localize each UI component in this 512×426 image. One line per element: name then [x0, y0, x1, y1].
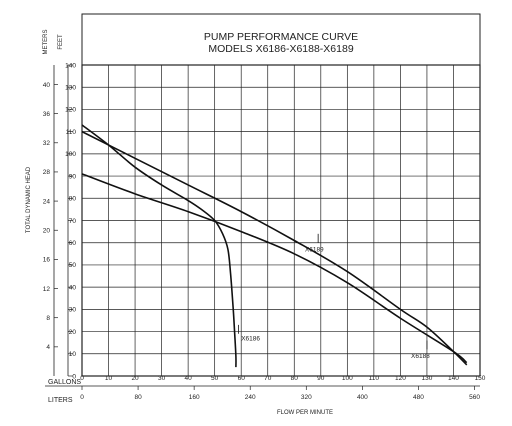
gallons-tick-label: 0: [80, 375, 84, 382]
meters-tick-label: 36: [43, 111, 51, 118]
liters-tick-label: 320: [301, 394, 312, 401]
liters-row-label: LITERS: [48, 397, 73, 404]
series-label-x6189: X6189: [305, 247, 324, 254]
feet-tick-label: 130: [65, 85, 76, 92]
liters-tick-label: 400: [357, 394, 368, 401]
gallons-tick-label: 30: [158, 375, 166, 382]
tick-labels: 0102030405060708090100110120130140481216…: [43, 62, 486, 401]
gallons-tick-label: 50: [211, 375, 219, 382]
gallons-tick-label: 60: [238, 375, 246, 382]
y-axis-label: TOTAL DYNAMIC HEAD: [26, 166, 32, 233]
feet-tick-label: 90: [69, 173, 77, 180]
series-label-x6188: X6188: [411, 353, 430, 360]
gallons-tick-label: 70: [264, 375, 272, 382]
plot-frame: [81, 64, 481, 377]
gallons-tick-label: 110: [369, 375, 380, 382]
gallons-tick-label: 40: [185, 375, 193, 382]
chart-title: PUMP PERFORMANCE CURVE: [204, 31, 358, 43]
gallons-tick-label: 130: [422, 375, 433, 382]
liters-tick-label: 160: [189, 394, 200, 401]
gallons-tick-label: 20: [131, 375, 139, 382]
feet-tick-label: 0: [72, 373, 76, 380]
x-axis-label: FLOW PER MINUTE: [277, 410, 333, 416]
meters-tick-label: 16: [43, 257, 51, 264]
gallons-tick-label: 150: [475, 375, 486, 382]
feet-tick-label: 120: [65, 107, 76, 114]
feet-tick-label: 100: [65, 151, 76, 158]
feet-tick-label: 30: [69, 307, 77, 314]
gallons-tick-label: 140: [448, 375, 459, 382]
feet-tick-label: 110: [66, 129, 77, 136]
feet-tick-label: 70: [69, 218, 77, 225]
meters-tick-label: 28: [43, 169, 51, 176]
meters-tick-label: 24: [43, 198, 51, 205]
feet-tick-label: 50: [69, 262, 77, 269]
chart-subtitle: MODELS X6186-X6188-X6189: [208, 43, 353, 55]
gallons-tick-label: 80: [291, 375, 299, 382]
gallons-tick-label: 120: [395, 375, 406, 382]
liters-tick-label: 0: [80, 394, 84, 401]
liters-tick-label: 560: [469, 394, 480, 401]
meters-tick-label: 4: [46, 344, 50, 351]
series-annotations: X6189 X6186 X6188: [238, 233, 430, 360]
meters-tick-label: 20: [43, 228, 51, 235]
feet-tick-label: 140: [65, 62, 76, 69]
gallons-tick-label: 10: [105, 375, 113, 382]
series-line-x6188: [81, 130, 468, 366]
series-label-x6186: X6186: [241, 335, 260, 342]
series-line-x6186: [81, 124, 237, 368]
liters-tick-label: 240: [245, 394, 256, 401]
feet-tick-label: 60: [69, 240, 77, 247]
gallons-tick-label: 100: [342, 375, 353, 382]
grid: [82, 65, 480, 376]
meters-tick-label: 32: [43, 140, 51, 147]
liters-tick-label: 480: [413, 394, 424, 401]
series-lines: [81, 124, 468, 368]
feet-unit-label: FEET: [58, 34, 64, 50]
meters-unit-label: METERS: [43, 29, 49, 54]
meters-tick-label: 8: [46, 315, 50, 322]
feet-tick-label: 20: [69, 329, 77, 336]
feet-tick-label: 40: [69, 284, 77, 291]
gallons-tick-label: 90: [317, 375, 325, 382]
meters-tick-label: 40: [43, 82, 51, 89]
gallons-row-label: GALLONS: [48, 379, 81, 386]
liters-tick-label: 80: [134, 394, 142, 401]
series-line-x6189: [81, 173, 468, 364]
meters-tick-label: 12: [43, 286, 51, 293]
feet-tick-label: 80: [69, 196, 77, 203]
feet-tick-label: 10: [69, 351, 77, 358]
